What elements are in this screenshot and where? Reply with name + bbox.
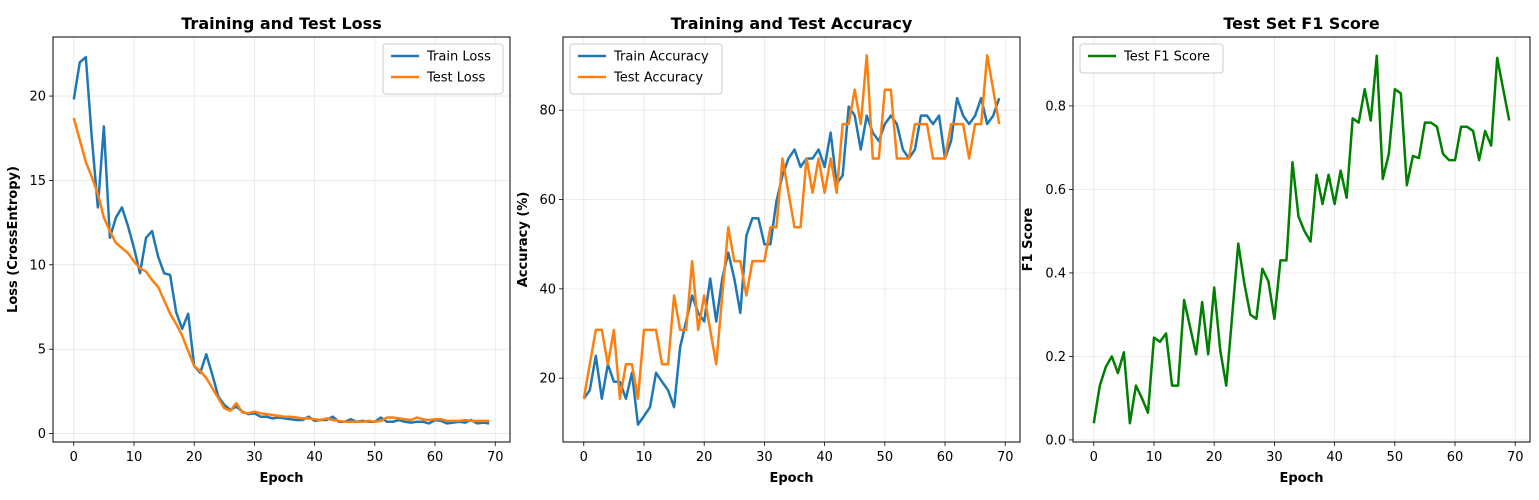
train-loss-legend-label: Train Loss <box>426 50 491 65</box>
f1-y-ticks: 0.0 0.2 0.4 0.6 0.8 <box>1045 99 1073 448</box>
f1-y-tick-label: 0.2 <box>1045 350 1066 365</box>
f1-chart-title: Test Set F1 Score <box>1223 14 1380 33</box>
loss-y-axis-label: Loss (CrossEntropy) <box>6 166 21 313</box>
accuracy-y-ticks: 20 40 60 80 <box>539 104 563 387</box>
test-f1-score-legend-label: Test F1 Score <box>1123 50 1210 65</box>
accuracy-y-tick-label: 60 <box>539 193 556 208</box>
loss-x-axis-label: Epoch <box>259 471 303 486</box>
accuracy-x-tick-label: 0 <box>580 450 588 465</box>
f1-x-tick-label: 10 <box>1146 450 1163 465</box>
f1-x-tick-label: 0 <box>1090 450 1098 465</box>
accuracy-x-tick-label: 70 <box>997 450 1014 465</box>
loss-x-tick-label: 70 <box>487 450 504 465</box>
f1-series <box>1092 54 1511 425</box>
loss-grid <box>53 37 510 442</box>
f1-x-tick-label: 20 <box>1206 450 1223 465</box>
loss-y-tick-label: 10 <box>29 258 46 273</box>
accuracy-axes-frame <box>562 36 1021 443</box>
accuracy-chart-title: Training and Test Accuracy <box>671 14 913 33</box>
f1-x-tick-label: 50 <box>1387 450 1404 465</box>
accuracy-legend-box <box>569 43 723 95</box>
train-accuracy-line <box>582 96 1001 426</box>
loss-x-tick-label: 10 <box>126 450 143 465</box>
loss-y-tick-label: 20 <box>29 90 46 105</box>
loss-chart-title: Training and Test Loss <box>181 14 381 33</box>
panel-accuracy: 0 10 20 30 40 50 60 70 20 40 60 80 Training and Te… <box>516 14 1021 486</box>
f1-legend: Test F1 Score <box>1079 43 1224 74</box>
test-accuracy-line <box>582 54 1001 400</box>
f1-y-tick-label: 0.0 <box>1045 433 1066 448</box>
train-loss-line <box>72 56 490 425</box>
accuracy-y-tick-label: 80 <box>539 104 556 119</box>
test-accuracy-legend-label: Test Accuracy <box>613 71 703 86</box>
f1-x-tick-label: 40 <box>1326 450 1343 465</box>
f1-x-axis-label: Epoch <box>1279 471 1323 486</box>
panel-loss: 0 10 20 30 40 50 60 70 0 5 10 15 20 Training and Te… <box>6 14 511 486</box>
loss-x-tick-label: 30 <box>246 450 263 465</box>
test-loss-legend-label: Test Loss <box>426 71 485 86</box>
accuracy-y-tick-label: 40 <box>539 282 556 297</box>
f1-legend-box <box>1079 43 1224 74</box>
accuracy-x-axis-label: Epoch <box>769 471 813 486</box>
loss-x-tick-label: 40 <box>306 450 323 465</box>
f1-axes-frame <box>1072 36 1531 443</box>
accuracy-x-tick-label: 60 <box>937 450 954 465</box>
panel-f1: 0 10 20 30 40 50 60 70 0.0 0.2 0.4 0.6 0.8 Test Set… <box>1021 14 1531 486</box>
loss-x-ticks: 0 10 20 30 40 50 60 70 <box>70 442 504 465</box>
loss-x-tick-label: 60 <box>427 450 444 465</box>
loss-legend: Train Loss Test Loss <box>382 43 504 95</box>
accuracy-x-tick-label: 20 <box>696 450 713 465</box>
loss-y-ticks: 0 5 10 15 20 <box>29 90 53 442</box>
loss-series <box>72 56 490 425</box>
accuracy-series <box>582 54 1001 426</box>
test-loss-line <box>72 117 490 423</box>
f1-y-tick-label: 0.8 <box>1045 99 1066 114</box>
accuracy-x-tick-label: 10 <box>636 450 653 465</box>
loss-x-tick-label: 50 <box>367 450 384 465</box>
f1-y-tick-label: 0.4 <box>1045 266 1066 281</box>
accuracy-grid <box>563 37 1020 442</box>
accuracy-x-tick-label: 50 <box>877 450 894 465</box>
loss-y-tick-label: 15 <box>29 174 46 189</box>
accuracy-legend: Train Accuracy Test Accuracy <box>569 43 723 95</box>
loss-x-tick-label: 0 <box>70 450 78 465</box>
f1-x-tick-label: 60 <box>1447 450 1464 465</box>
f1-x-tick-label: 30 <box>1266 450 1283 465</box>
accuracy-x-ticks: 0 10 20 30 40 50 60 70 <box>580 442 1014 465</box>
accuracy-x-tick-label: 40 <box>816 450 833 465</box>
f1-x-tick-label: 70 <box>1507 450 1524 465</box>
accuracy-y-axis-label: Accuracy (%) <box>516 192 531 288</box>
loss-axes-frame <box>52 36 511 443</box>
train-accuracy-legend-label: Train Accuracy <box>613 50 709 65</box>
test-f1-score-line <box>1092 54 1511 425</box>
loss-x-tick-label: 20 <box>186 450 203 465</box>
f1-y-axis-label: F1 Score <box>1021 207 1036 271</box>
accuracy-x-tick-label: 30 <box>756 450 773 465</box>
loss-y-tick-label: 5 <box>38 343 46 358</box>
f1-x-ticks: 0 10 20 30 40 50 60 70 <box>1090 442 1524 465</box>
loss-y-tick-label: 0 <box>38 427 46 442</box>
f1-grid <box>1073 37 1530 442</box>
f1-y-tick-label: 0.6 <box>1045 183 1066 198</box>
accuracy-y-tick-label: 20 <box>539 372 556 387</box>
